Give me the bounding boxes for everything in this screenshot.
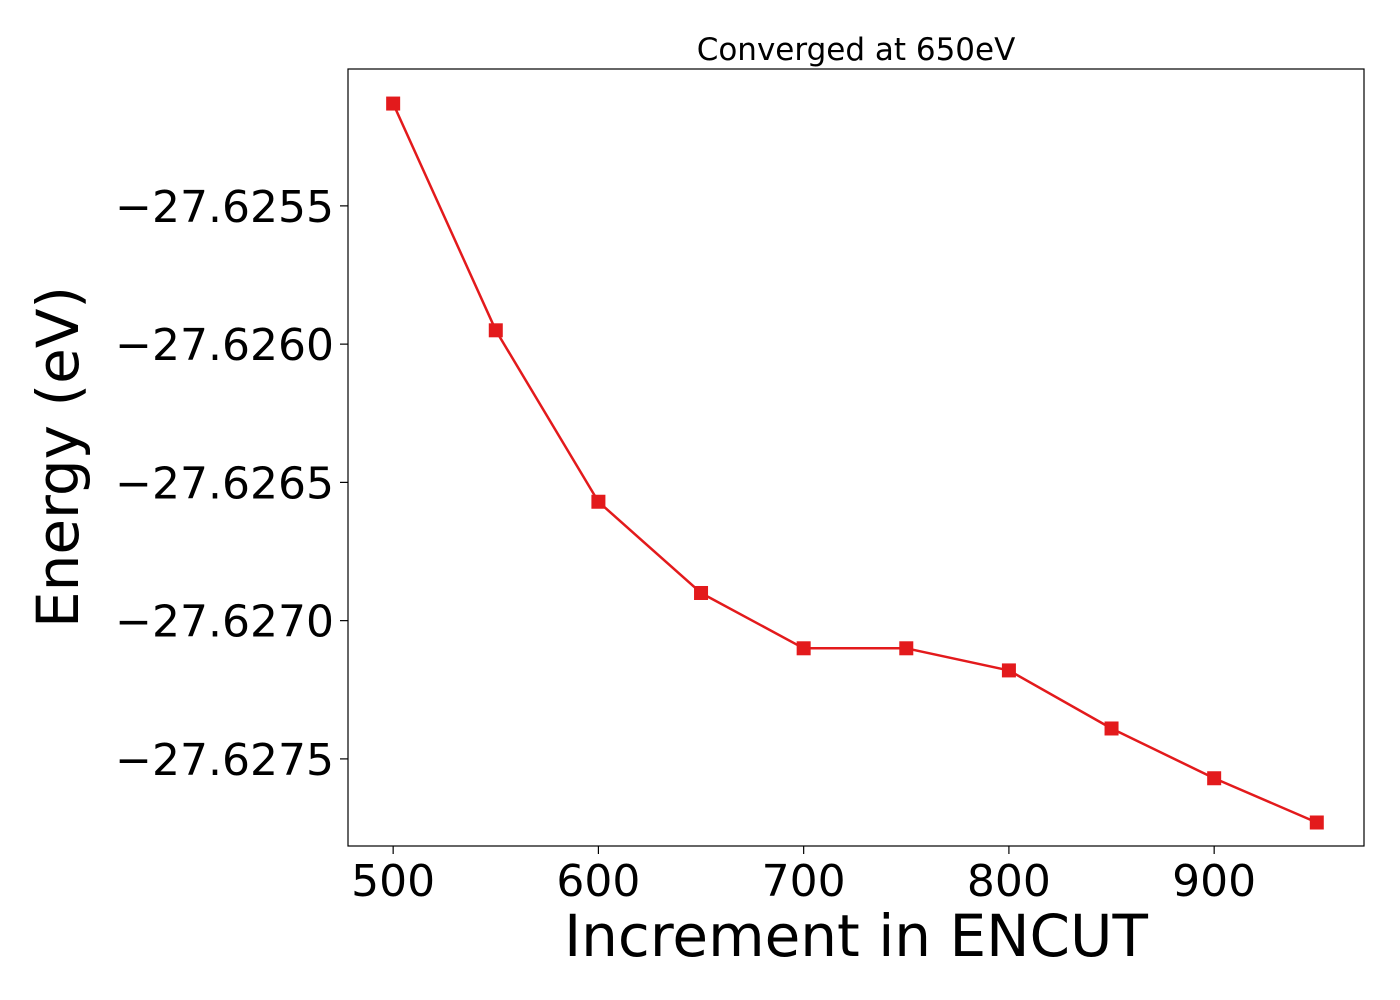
y-tick-label: −27.6265 [115,458,334,509]
x-tick-label: 500 [351,856,435,907]
x-axis-label: Increment in ENCUT [564,902,1148,970]
data-point-marker [488,323,503,338]
data-point-marker [694,585,709,600]
x-tick-label: 900 [1172,856,1256,907]
chart-title: Converged at 650eV [697,32,1016,68]
data-point-marker [386,96,401,111]
y-tick-label: −27.6275 [115,735,334,786]
y-tick-label: −27.6270 [115,597,334,648]
axes-frame [347,68,1365,847]
y-tick-label: −27.6255 [115,182,334,233]
series-line [392,103,1318,824]
plot-area: 500 600 700 800 900 −27.6255 −27.6260 −27.6265 −… [115,68,1365,907]
y-tick-label: −27.6260 [115,320,334,371]
x-tick-label: 700 [762,856,846,907]
data-point-marker [1104,721,1119,736]
x-tick-label: 600 [556,856,640,907]
x-tick-label: 800 [967,856,1051,907]
data-point-marker [1001,663,1016,678]
data-point-marker [591,494,606,509]
y-axis-label: Energy (eV) [24,286,92,628]
data-point-marker [1207,771,1222,786]
data-point-marker [796,641,811,656]
data-point-marker [899,641,914,656]
data-point-marker [1309,815,1324,830]
